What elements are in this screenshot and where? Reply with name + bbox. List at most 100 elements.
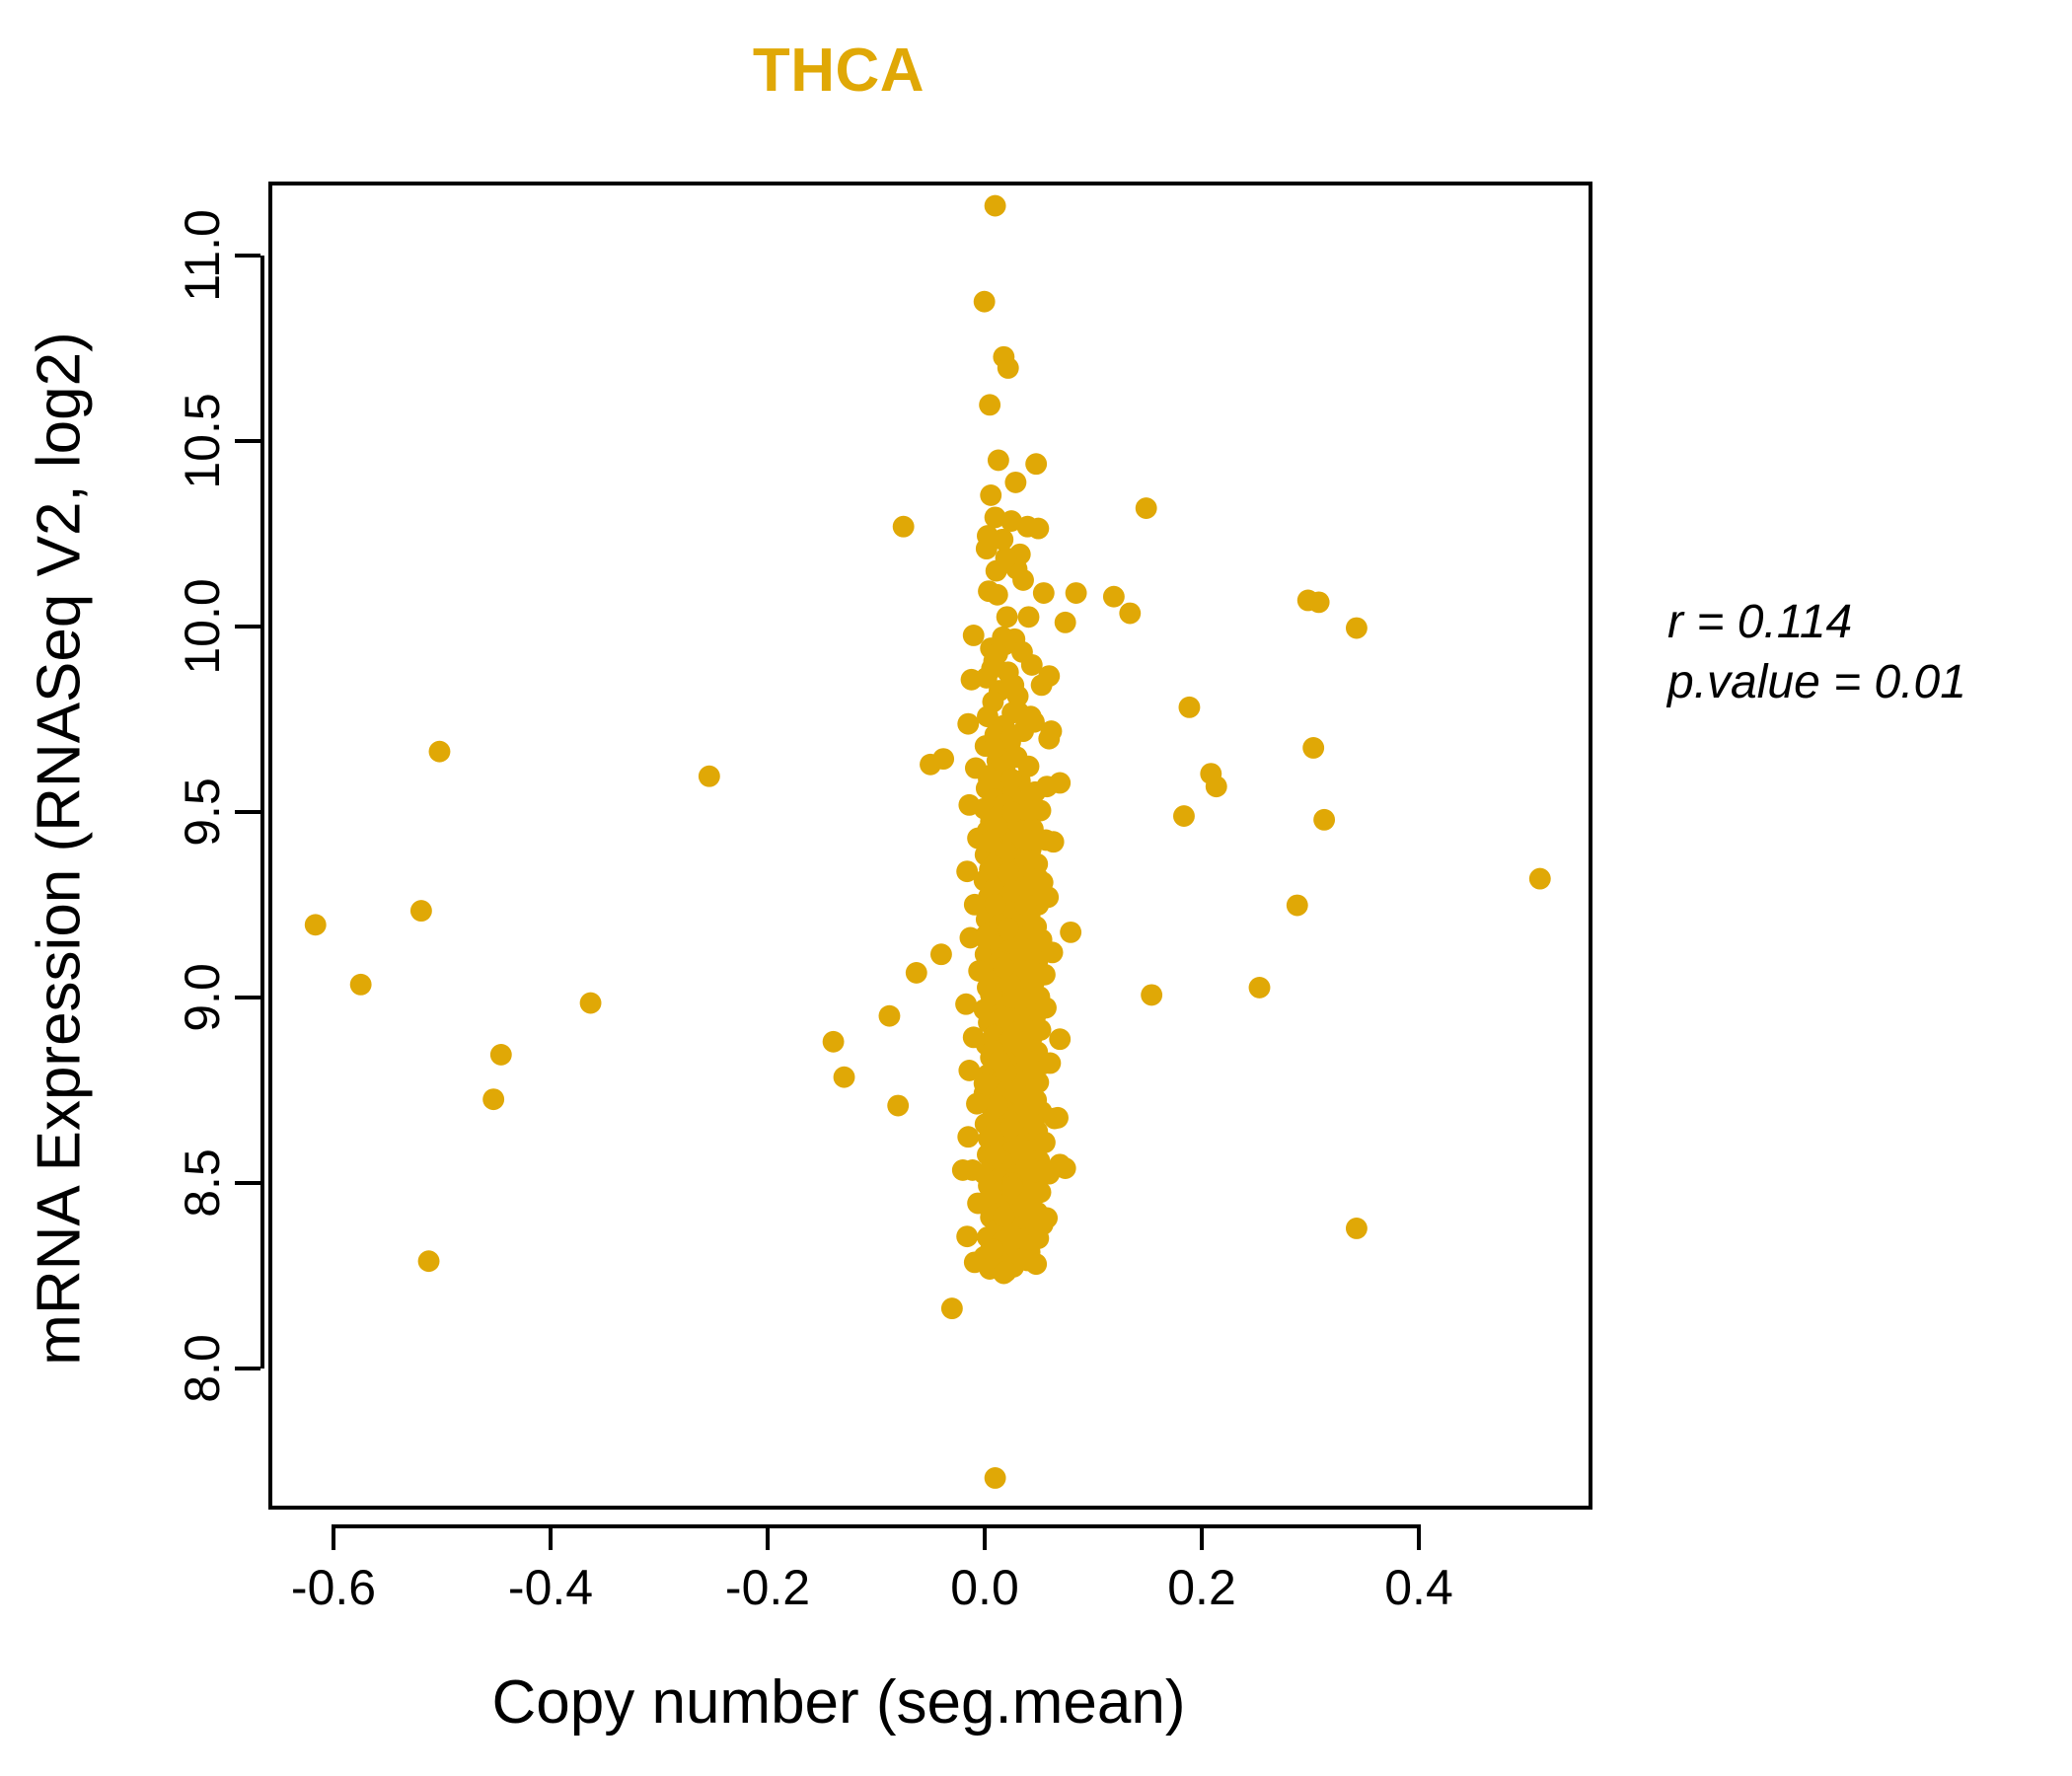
data-point bbox=[957, 1126, 980, 1148]
data-point bbox=[986, 642, 1008, 665]
x-axis-title: Copy number (seg.mean) bbox=[491, 1668, 1186, 1737]
data-point bbox=[1039, 1052, 1062, 1074]
data-point bbox=[997, 862, 1019, 884]
data-point bbox=[304, 914, 327, 936]
x-axis-tick bbox=[1200, 1524, 1204, 1550]
data-point bbox=[1014, 893, 1037, 916]
data-point bbox=[977, 705, 999, 728]
data-point bbox=[986, 1094, 1008, 1117]
p-value-annotation: p.value = 0.01 bbox=[1667, 656, 1966, 709]
data-point bbox=[1119, 602, 1142, 625]
x-axis-tick-label: 0.2 bbox=[1167, 1560, 1236, 1615]
x-axis-tick-label: 0.4 bbox=[1384, 1560, 1453, 1615]
data-point bbox=[579, 992, 602, 1014]
data-point bbox=[1027, 867, 1050, 890]
data-point bbox=[1049, 1028, 1072, 1051]
data-point bbox=[1038, 665, 1061, 688]
data-point bbox=[984, 506, 1006, 529]
y-axis-tick bbox=[235, 996, 260, 1000]
y-axis-tick-label: 10.0 bbox=[175, 578, 230, 675]
data-point bbox=[1018, 1207, 1041, 1229]
data-point bbox=[1032, 582, 1055, 604]
data-point bbox=[1003, 1227, 1026, 1249]
data-point bbox=[957, 712, 980, 735]
data-point bbox=[1017, 606, 1040, 629]
data-point bbox=[1060, 921, 1082, 943]
data-point bbox=[1025, 453, 1048, 476]
plot-area bbox=[268, 182, 1592, 1510]
data-point bbox=[822, 1030, 845, 1053]
y-axis-tick bbox=[235, 810, 260, 815]
data-point bbox=[1000, 768, 1022, 790]
data-point bbox=[1023, 961, 1045, 984]
data-point bbox=[984, 194, 1006, 217]
data-point bbox=[1020, 653, 1043, 676]
data-point bbox=[973, 290, 996, 313]
scatter-points-layer bbox=[304, 194, 1551, 1489]
data-point bbox=[963, 1251, 986, 1274]
data-point bbox=[409, 900, 432, 923]
data-point bbox=[1345, 1218, 1368, 1239]
y-axis-tick bbox=[235, 1367, 260, 1371]
data-point bbox=[999, 727, 1021, 750]
data-point bbox=[955, 993, 978, 1015]
data-point bbox=[1313, 808, 1336, 831]
y-axis-tick-label: 8.0 bbox=[175, 1334, 230, 1403]
data-point bbox=[995, 1260, 1017, 1283]
data-point bbox=[1041, 941, 1064, 964]
data-point bbox=[920, 753, 941, 776]
data-point bbox=[1003, 1028, 1026, 1051]
y-axis-tick-label: 9.5 bbox=[175, 777, 230, 847]
data-point bbox=[1035, 997, 1057, 1019]
x-axis-tick-label: -0.2 bbox=[724, 1560, 811, 1615]
data-point bbox=[940, 1297, 963, 1320]
data-point bbox=[979, 394, 1001, 416]
data-point bbox=[1027, 517, 1050, 540]
y-axis-tick bbox=[235, 625, 260, 629]
data-point bbox=[1205, 776, 1227, 798]
data-point bbox=[984, 893, 1006, 916]
data-point bbox=[1042, 831, 1065, 853]
data-point bbox=[960, 668, 983, 691]
data-point bbox=[961, 1158, 984, 1181]
data-point bbox=[1307, 591, 1330, 614]
data-point bbox=[892, 515, 915, 538]
data-point bbox=[905, 961, 927, 984]
data-point bbox=[878, 1004, 901, 1027]
y-axis-tick-label: 9.0 bbox=[175, 963, 230, 1032]
y-axis-line bbox=[260, 256, 264, 1369]
data-point bbox=[887, 1094, 910, 1117]
data-point bbox=[984, 1144, 1006, 1166]
data-point bbox=[1036, 1207, 1059, 1229]
data-point bbox=[1001, 1175, 1024, 1198]
data-point bbox=[1000, 510, 1022, 533]
y-axis-title: mRNA Expression (RNASeq V2, log2) bbox=[25, 332, 94, 1366]
data-point bbox=[958, 1060, 981, 1081]
x-axis-tick-label: -0.6 bbox=[290, 1560, 377, 1615]
data-point bbox=[1065, 582, 1087, 604]
data-point bbox=[349, 973, 372, 996]
data-point bbox=[956, 860, 979, 883]
y-axis-tick bbox=[235, 1181, 260, 1186]
data-point bbox=[1019, 705, 1042, 728]
x-axis-tick-label: -0.4 bbox=[507, 1560, 594, 1615]
data-point bbox=[974, 925, 997, 947]
data-point bbox=[980, 483, 1002, 506]
data-point bbox=[1248, 977, 1271, 999]
data-point bbox=[1135, 497, 1157, 519]
data-point bbox=[1054, 1157, 1076, 1179]
data-point bbox=[964, 757, 987, 779]
data-point bbox=[986, 583, 1008, 606]
data-point bbox=[987, 449, 1009, 472]
data-point bbox=[983, 737, 1005, 759]
data-point bbox=[966, 1092, 988, 1115]
data-point bbox=[1037, 886, 1060, 909]
data-point bbox=[993, 1005, 1015, 1028]
data-point bbox=[962, 625, 985, 646]
data-point bbox=[1036, 776, 1059, 798]
data-point bbox=[1173, 805, 1195, 828]
data-point bbox=[995, 547, 1017, 569]
y-axis-tick bbox=[235, 254, 260, 259]
data-point bbox=[1023, 1113, 1045, 1136]
